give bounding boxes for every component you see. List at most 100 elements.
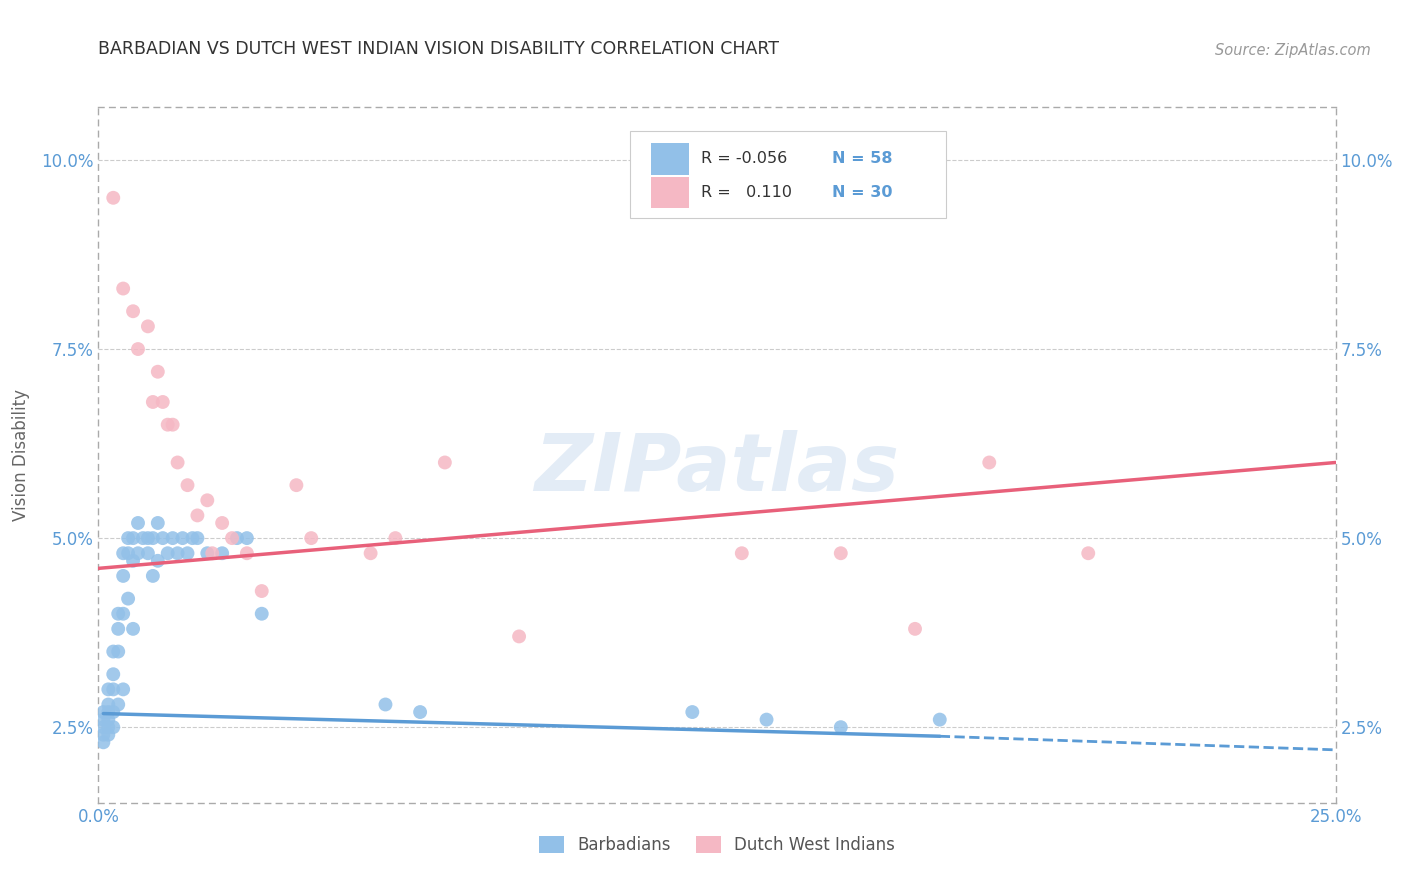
Point (127, 342, 149, 356)
Point (122, 531, 145, 545)
Point (299, 531, 322, 545)
Point (107, 607, 129, 621)
Point (250, 584, 273, 599)
Point (156, 417, 179, 432)
Point (211, 516, 233, 530)
Text: R =   0.110: R = 0.110 (702, 185, 792, 200)
Point (107, 698, 129, 712)
Text: N = 30: N = 30 (832, 185, 893, 200)
Point (136, 546, 159, 560)
Point (97, 682, 120, 697)
Point (142, 569, 165, 583)
Point (186, 531, 208, 545)
Point (172, 531, 194, 545)
Point (93, 705, 115, 719)
Point (928, 713, 950, 727)
Point (162, 531, 184, 545)
Point (146, 516, 169, 530)
Point (152, 531, 174, 545)
Point (127, 516, 149, 530)
Point (285, 478, 308, 492)
Point (93, 720, 115, 734)
Point (117, 546, 139, 560)
Point (250, 607, 273, 621)
Point (195, 546, 218, 560)
Point (107, 622, 129, 636)
Point (112, 569, 135, 583)
Point (93, 735, 115, 749)
Point (132, 531, 155, 545)
Point (93, 713, 115, 727)
Point (176, 546, 198, 560)
Point (830, 546, 852, 560)
Point (107, 644, 129, 658)
Point (433, 455, 456, 469)
Point (136, 319, 159, 334)
Point (731, 546, 754, 560)
Text: Source: ZipAtlas.com: Source: ZipAtlas.com (1215, 43, 1371, 58)
Point (103, 682, 125, 697)
Point (97, 713, 120, 727)
Point (103, 667, 125, 681)
Point (103, 705, 125, 719)
Point (221, 531, 243, 545)
Point (103, 720, 125, 734)
Point (93, 728, 115, 742)
FancyBboxPatch shape (630, 131, 946, 219)
Point (146, 365, 169, 379)
Point (374, 698, 396, 712)
Point (136, 531, 159, 545)
Text: N = 58: N = 58 (832, 152, 893, 167)
Point (112, 281, 135, 295)
Point (186, 508, 208, 523)
Point (142, 531, 165, 545)
Point (830, 720, 852, 734)
Point (152, 395, 174, 409)
Point (117, 591, 139, 606)
Y-axis label: Vision Disability: Vision Disability (11, 389, 30, 521)
Point (103, 644, 125, 658)
Text: ZIPatlas: ZIPatlas (534, 430, 900, 508)
Point (122, 622, 145, 636)
Point (97, 698, 120, 712)
Point (162, 417, 184, 432)
Point (166, 546, 188, 560)
Point (166, 455, 188, 469)
Point (103, 191, 125, 205)
Point (112, 682, 135, 697)
Point (226, 531, 249, 545)
Point (236, 531, 259, 545)
Point (904, 622, 927, 636)
Point (97, 705, 120, 719)
FancyBboxPatch shape (651, 144, 689, 175)
Point (146, 554, 169, 568)
Point (156, 546, 179, 560)
Point (201, 546, 224, 560)
Point (122, 554, 145, 568)
Point (112, 607, 135, 621)
Point (127, 546, 149, 560)
Point (97, 720, 120, 734)
Point (176, 478, 198, 492)
Point (755, 713, 778, 727)
Point (97, 728, 120, 742)
Point (195, 493, 218, 508)
Point (384, 531, 406, 545)
Point (360, 546, 382, 560)
Point (142, 395, 165, 409)
Point (1077, 546, 1099, 560)
Point (112, 546, 135, 560)
Text: R = -0.056: R = -0.056 (702, 152, 787, 167)
Point (409, 705, 432, 719)
Point (122, 304, 145, 318)
Point (181, 531, 204, 545)
Point (681, 705, 703, 719)
Point (508, 629, 530, 643)
Point (979, 455, 1001, 469)
Point (117, 531, 139, 545)
Point (236, 546, 259, 560)
Point (211, 546, 233, 560)
Legend: Barbadians, Dutch West Indians: Barbadians, Dutch West Indians (533, 829, 901, 861)
Text: BARBADIAN VS DUTCH WEST INDIAN VISION DISABILITY CORRELATION CHART: BARBADIAN VS DUTCH WEST INDIAN VISION DI… (98, 40, 779, 58)
FancyBboxPatch shape (651, 177, 689, 208)
